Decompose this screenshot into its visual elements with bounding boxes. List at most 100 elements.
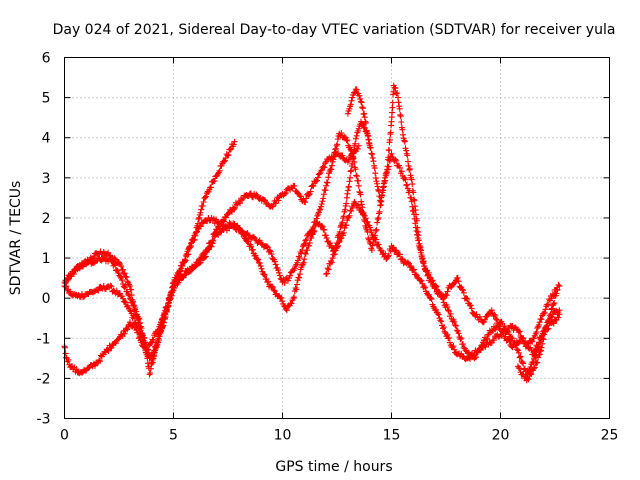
data-point xyxy=(340,213,347,220)
data-point xyxy=(363,127,370,134)
series-track-f xyxy=(344,86,373,149)
data-point xyxy=(194,228,201,235)
data-point xyxy=(290,295,297,302)
data-point xyxy=(283,307,290,314)
data-point xyxy=(550,301,557,308)
data-point xyxy=(416,243,423,250)
data-point xyxy=(144,346,151,353)
data-point xyxy=(377,198,384,205)
data-point xyxy=(344,137,351,144)
data-point xyxy=(122,273,129,280)
data-point xyxy=(346,212,353,219)
data-point xyxy=(90,254,97,261)
data-point xyxy=(409,267,416,274)
data-point xyxy=(121,330,128,337)
data-point xyxy=(403,147,410,154)
data-point xyxy=(548,295,555,302)
y-tick-label: 6 xyxy=(42,51,51,67)
data-point xyxy=(368,150,375,157)
data-point xyxy=(520,360,527,367)
data-point xyxy=(350,155,357,162)
data-point xyxy=(446,334,453,341)
data-point xyxy=(352,135,359,142)
data-point xyxy=(482,336,489,343)
data-point xyxy=(282,189,289,196)
data-point xyxy=(493,316,500,323)
data-point xyxy=(468,305,475,312)
data-point xyxy=(313,215,320,222)
data-point xyxy=(369,154,376,161)
data-point xyxy=(323,270,330,277)
y-tick-label: 1 xyxy=(42,251,51,267)
data-point xyxy=(113,287,120,294)
data-point xyxy=(240,230,247,237)
data-point xyxy=(418,277,425,284)
data-point xyxy=(353,172,360,179)
data-point xyxy=(115,269,122,276)
data-point xyxy=(555,314,562,321)
data-point xyxy=(303,236,310,243)
data-point xyxy=(296,274,303,281)
data-point xyxy=(160,322,167,329)
data-point xyxy=(271,258,278,265)
data-point xyxy=(455,278,462,285)
data-point xyxy=(400,131,407,138)
data-point xyxy=(359,204,366,211)
data-point xyxy=(502,333,509,340)
data-point xyxy=(302,237,309,244)
y-tick-label: 3 xyxy=(42,171,51,187)
data-point xyxy=(438,318,445,325)
data-point xyxy=(257,263,264,270)
data-point xyxy=(418,252,425,259)
data-point xyxy=(97,358,104,365)
data-point xyxy=(349,160,356,167)
data-point xyxy=(479,341,486,348)
data-point xyxy=(223,214,230,221)
data-point xyxy=(356,92,363,99)
data-point xyxy=(319,223,326,230)
series-track-d xyxy=(61,130,563,378)
data-point xyxy=(252,252,259,259)
data-point xyxy=(126,319,133,326)
data-point xyxy=(258,265,265,272)
data-point xyxy=(437,317,444,324)
data-point xyxy=(355,182,362,189)
data-point xyxy=(336,228,343,235)
data-point xyxy=(208,243,215,250)
data-point xyxy=(150,337,157,344)
data-point xyxy=(163,307,170,314)
data-point xyxy=(321,226,328,233)
data-point xyxy=(366,142,373,149)
data-point xyxy=(406,166,413,173)
data-point xyxy=(305,192,312,199)
data-point xyxy=(546,296,553,303)
y-tick-label: 4 xyxy=(42,131,51,147)
data-point xyxy=(541,309,548,316)
data-point xyxy=(155,337,162,344)
data-point xyxy=(262,197,269,204)
data-point xyxy=(192,232,199,239)
data-point xyxy=(142,339,149,346)
data-point xyxy=(220,217,227,224)
data-point xyxy=(406,165,413,172)
data-point xyxy=(433,283,440,290)
data-point xyxy=(205,246,212,253)
data-point xyxy=(288,300,295,307)
data-point xyxy=(199,202,206,209)
data-point xyxy=(450,343,457,350)
data-point xyxy=(476,313,483,320)
data-point xyxy=(320,195,327,202)
data-point xyxy=(330,251,337,258)
data-point xyxy=(225,210,231,217)
data-point xyxy=(138,325,145,332)
data-point xyxy=(382,250,389,257)
data-point xyxy=(227,146,234,153)
data-point xyxy=(156,333,163,340)
data-point xyxy=(329,255,336,262)
data-point xyxy=(393,157,400,164)
data-point xyxy=(275,267,282,274)
data-point xyxy=(150,355,157,362)
data-point xyxy=(404,152,411,159)
data-point xyxy=(359,104,366,111)
data-point xyxy=(439,325,446,332)
